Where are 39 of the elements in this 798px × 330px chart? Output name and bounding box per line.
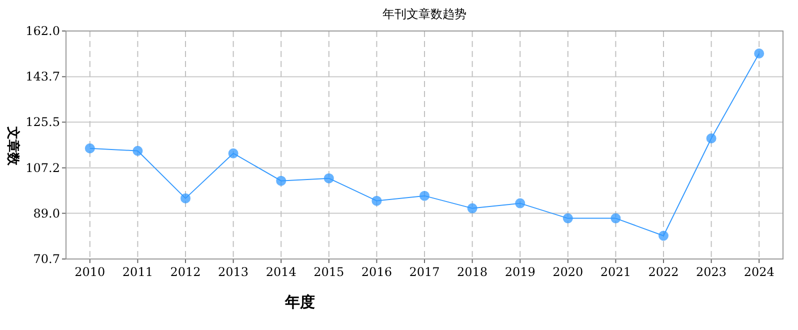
point <box>84 143 95 154</box>
point <box>324 173 334 184</box>
y-axis-title: 文章数 <box>5 126 21 166</box>
chart-title: 年刊文章数趋势 <box>382 7 466 21</box>
point <box>132 146 143 156</box>
x-tick-label: 2015 <box>314 265 344 279</box>
point <box>515 198 526 208</box>
x-tick-label: 2018 <box>457 265 488 279</box>
point <box>706 133 716 144</box>
x-tick-label: 2011 <box>122 265 153 279</box>
x-tick-label: 2019 <box>504 265 536 279</box>
point <box>276 176 286 186</box>
x-tick-label: 2010 <box>74 265 106 279</box>
point <box>754 48 764 58</box>
point <box>467 203 478 214</box>
point <box>562 213 573 224</box>
point <box>610 213 621 224</box>
x-tick-label: 2021 <box>600 265 631 279</box>
y-tick-label: 70.7 <box>33 252 60 266</box>
point <box>372 196 382 206</box>
y-tick-label: 125.5 <box>26 115 60 130</box>
point <box>180 193 190 204</box>
y-tick-label: 143.7 <box>26 70 60 84</box>
x-tick-label: 2024 <box>744 265 775 279</box>
y-tick-label: 107.2 <box>26 160 60 175</box>
point <box>228 148 238 158</box>
x-tick-label: 2023 <box>696 265 727 279</box>
x-tick-label: 2022 <box>648 265 679 279</box>
x-tick-label: 2020 <box>552 265 584 279</box>
point <box>658 230 668 241</box>
y-tick-label: 89.0 <box>33 206 60 220</box>
x-tick-label: 2013 <box>218 265 249 279</box>
x-tick-label: 2012 <box>170 265 201 279</box>
point <box>420 190 430 201</box>
x-tick-label: 2014 <box>266 265 297 279</box>
x-tick-label: 2017 <box>409 265 440 279</box>
x-axis-title: 年度 <box>284 293 315 311</box>
x-tick-label: 2016 <box>361 265 392 279</box>
y-tick-label: 162.0 <box>26 24 60 38</box>
